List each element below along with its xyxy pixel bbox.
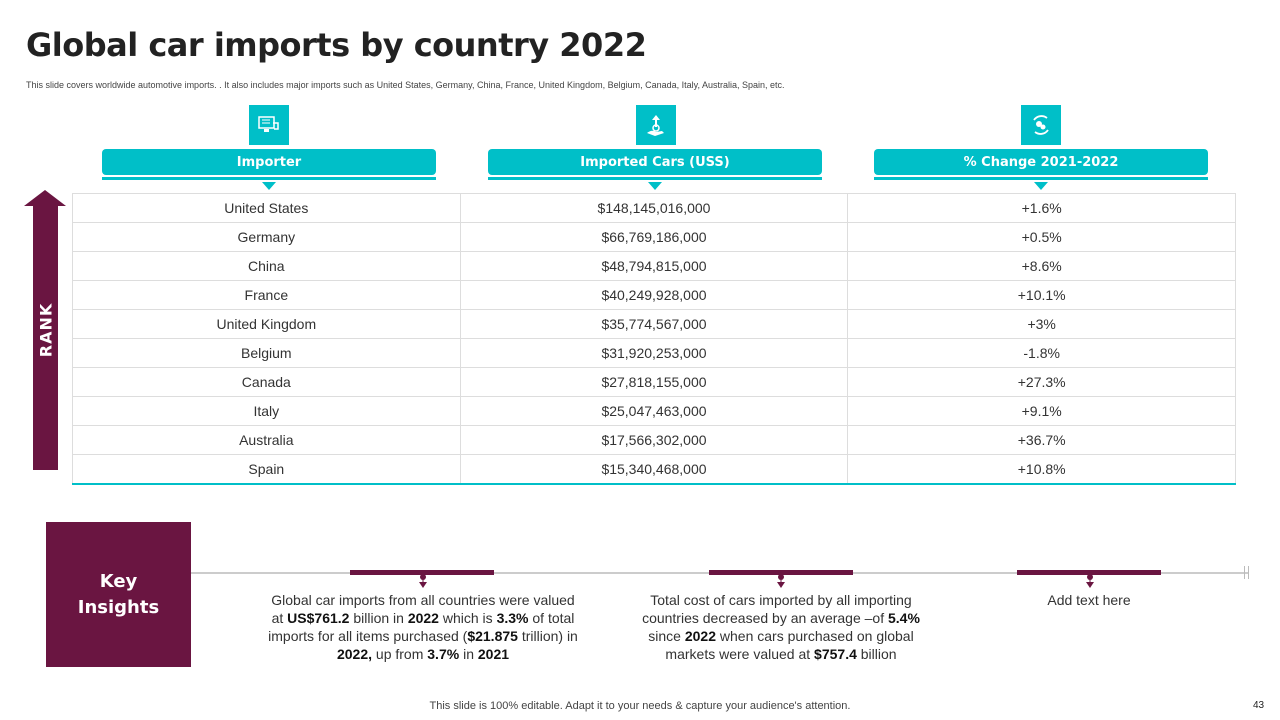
header-underline [874, 177, 1208, 180]
header-underline [102, 177, 436, 180]
table-row: United States $148,145,016,000 +1.6% [72, 193, 1236, 223]
insight-highlight: 2022, [336, 646, 373, 662]
percent-change-cell: +10.8% [847, 454, 1236, 485]
header-underline [488, 177, 822, 180]
pin-marker-icon [419, 574, 427, 588]
imported-value-cell: $25,047,463,000 [459, 396, 849, 426]
key-insights-title: Key [99, 570, 138, 592]
hand-upload-money-icon [636, 105, 676, 145]
insight-text: up from [372, 646, 428, 662]
timeline-segment [1017, 570, 1161, 575]
table-row: China $48,794,815,000 +8.6% [72, 251, 1236, 281]
importer-cell: Belgium [72, 338, 461, 368]
imports-table: United States $148,145,016,000 +1.6% German… [72, 193, 1236, 485]
gears-cycle-icon [1021, 105, 1061, 145]
timeline-segment [350, 570, 494, 575]
imported-value-cell: $40,249,928,000 [459, 280, 849, 310]
triangle-down-icon [262, 182, 276, 190]
imported-value-cell: $48,794,815,000 [459, 251, 849, 281]
importer-cell: United States [72, 193, 461, 223]
insight-text-2: Total cost of cars imported by all impor… [626, 591, 936, 663]
insight-highlight: 2022 [407, 610, 439, 626]
importer-cell: Germany [72, 222, 461, 252]
percent-change-cell: +36.7% [847, 425, 1236, 455]
importer-cell: Spain [72, 454, 461, 485]
importer-cell: Australia [72, 425, 461, 455]
percent-change-cell: +27.3% [847, 367, 1236, 397]
insight-text-3: Add text here [934, 591, 1244, 609]
page-subtitle: This slide covers worldwide automotive i… [26, 80, 785, 90]
imported-value-cell: $66,769,186,000 [459, 222, 849, 252]
importer-cell: France [72, 280, 461, 310]
insight-highlight: $757.4 [814, 646, 857, 662]
table-row: Belgium $31,920,253,000 -1.8% [72, 338, 1236, 368]
insight-text: since [648, 628, 685, 644]
rank-arrow [33, 205, 58, 470]
table-row: Germany $66,769,186,000 +0.5% [72, 222, 1236, 252]
triangle-down-icon [1034, 182, 1048, 190]
key-insights-box: Key Insights [46, 522, 191, 667]
header-importer: Importer [102, 149, 436, 175]
page-number: 43 [1253, 700, 1265, 711]
timeline-end-mark [1244, 566, 1249, 579]
imported-value-cell: $27,818,155,000 [459, 367, 849, 397]
percent-change-cell: +3% [847, 309, 1236, 339]
percent-change-cell: -1.8% [847, 338, 1236, 368]
imported-value-cell: $31,920,253,000 [459, 338, 849, 368]
table-row: Australia $17,566,302,000 +36.7% [72, 425, 1236, 455]
insight-text: billion in [349, 610, 408, 626]
insight-text: in [459, 646, 478, 662]
imported-value-cell: $17,566,302,000 [459, 425, 849, 455]
importer-cell: Italy [72, 396, 461, 426]
table-row: Spain $15,340,468,000 +10.8% [72, 454, 1236, 485]
insight-highlight: $21.875 [467, 628, 518, 644]
footer-note: This slide is 100% editable. Adapt it to… [429, 700, 851, 712]
percent-change-cell: +10.1% [847, 280, 1236, 310]
monitor-document-icon [249, 105, 289, 145]
imported-value-cell: $148,145,016,000 [459, 193, 849, 223]
insight-text: Total cost of cars imported by all impor… [642, 592, 912, 626]
insight-text: when cars purchased on global markets we… [665, 628, 914, 662]
insight-highlight: 2022 [684, 628, 717, 644]
pin-marker-icon [777, 574, 785, 588]
triangle-down-icon [648, 182, 662, 190]
percent-change-cell: +8.6% [847, 251, 1236, 281]
insight-text: Global car imports from all countries we… [271, 592, 575, 626]
rank-label: RANK [36, 302, 56, 358]
header-imported-cars: Imported Cars (USS) [488, 149, 822, 175]
page-title: Global car imports by country 2022 [26, 26, 647, 64]
key-insights-title: Insights [77, 596, 160, 618]
insight-highlight: 2021 [477, 646, 510, 662]
percent-change-cell: +0.5% [847, 222, 1236, 252]
percent-change-cell: +1.6% [847, 193, 1236, 223]
insight-text: trillion) in [517, 628, 578, 644]
table-row: Canada $27,818,155,000 +27.3% [72, 367, 1236, 397]
insight-text: of total imports for all items purchased… [268, 610, 575, 644]
insight-text-1: Global car imports from all countries we… [268, 591, 578, 663]
insight-highlight: US$761.2 [287, 610, 350, 626]
rank-arrow-head-icon [24, 190, 66, 206]
insight-text: Add text here [1047, 592, 1131, 608]
header-percent-change: % Change 2021-2022 [874, 149, 1208, 175]
percent-change-cell: +9.1% [847, 396, 1236, 426]
imported-value-cell: $15,340,468,000 [459, 454, 849, 485]
insight-text: which is [438, 610, 497, 626]
insight-highlight: 3.7% [427, 646, 460, 662]
importer-cell: United Kingdom [72, 309, 461, 339]
importer-cell: Canada [72, 367, 461, 397]
imported-value-cell: $35,774,567,000 [459, 309, 849, 339]
timeline-segment [709, 570, 853, 575]
importer-cell: China [72, 251, 461, 281]
insight-text: billion [856, 646, 897, 662]
table-row: Italy $25,047,463,000 +9.1% [72, 396, 1236, 426]
insight-highlight: 5.4% [888, 610, 920, 626]
insight-highlight: 3.3% [496, 610, 529, 626]
pin-marker-icon [1086, 574, 1094, 588]
table-row: United Kingdom $35,774,567,000 +3% [72, 309, 1236, 339]
table-row: France $40,249,928,000 +10.1% [72, 280, 1236, 310]
